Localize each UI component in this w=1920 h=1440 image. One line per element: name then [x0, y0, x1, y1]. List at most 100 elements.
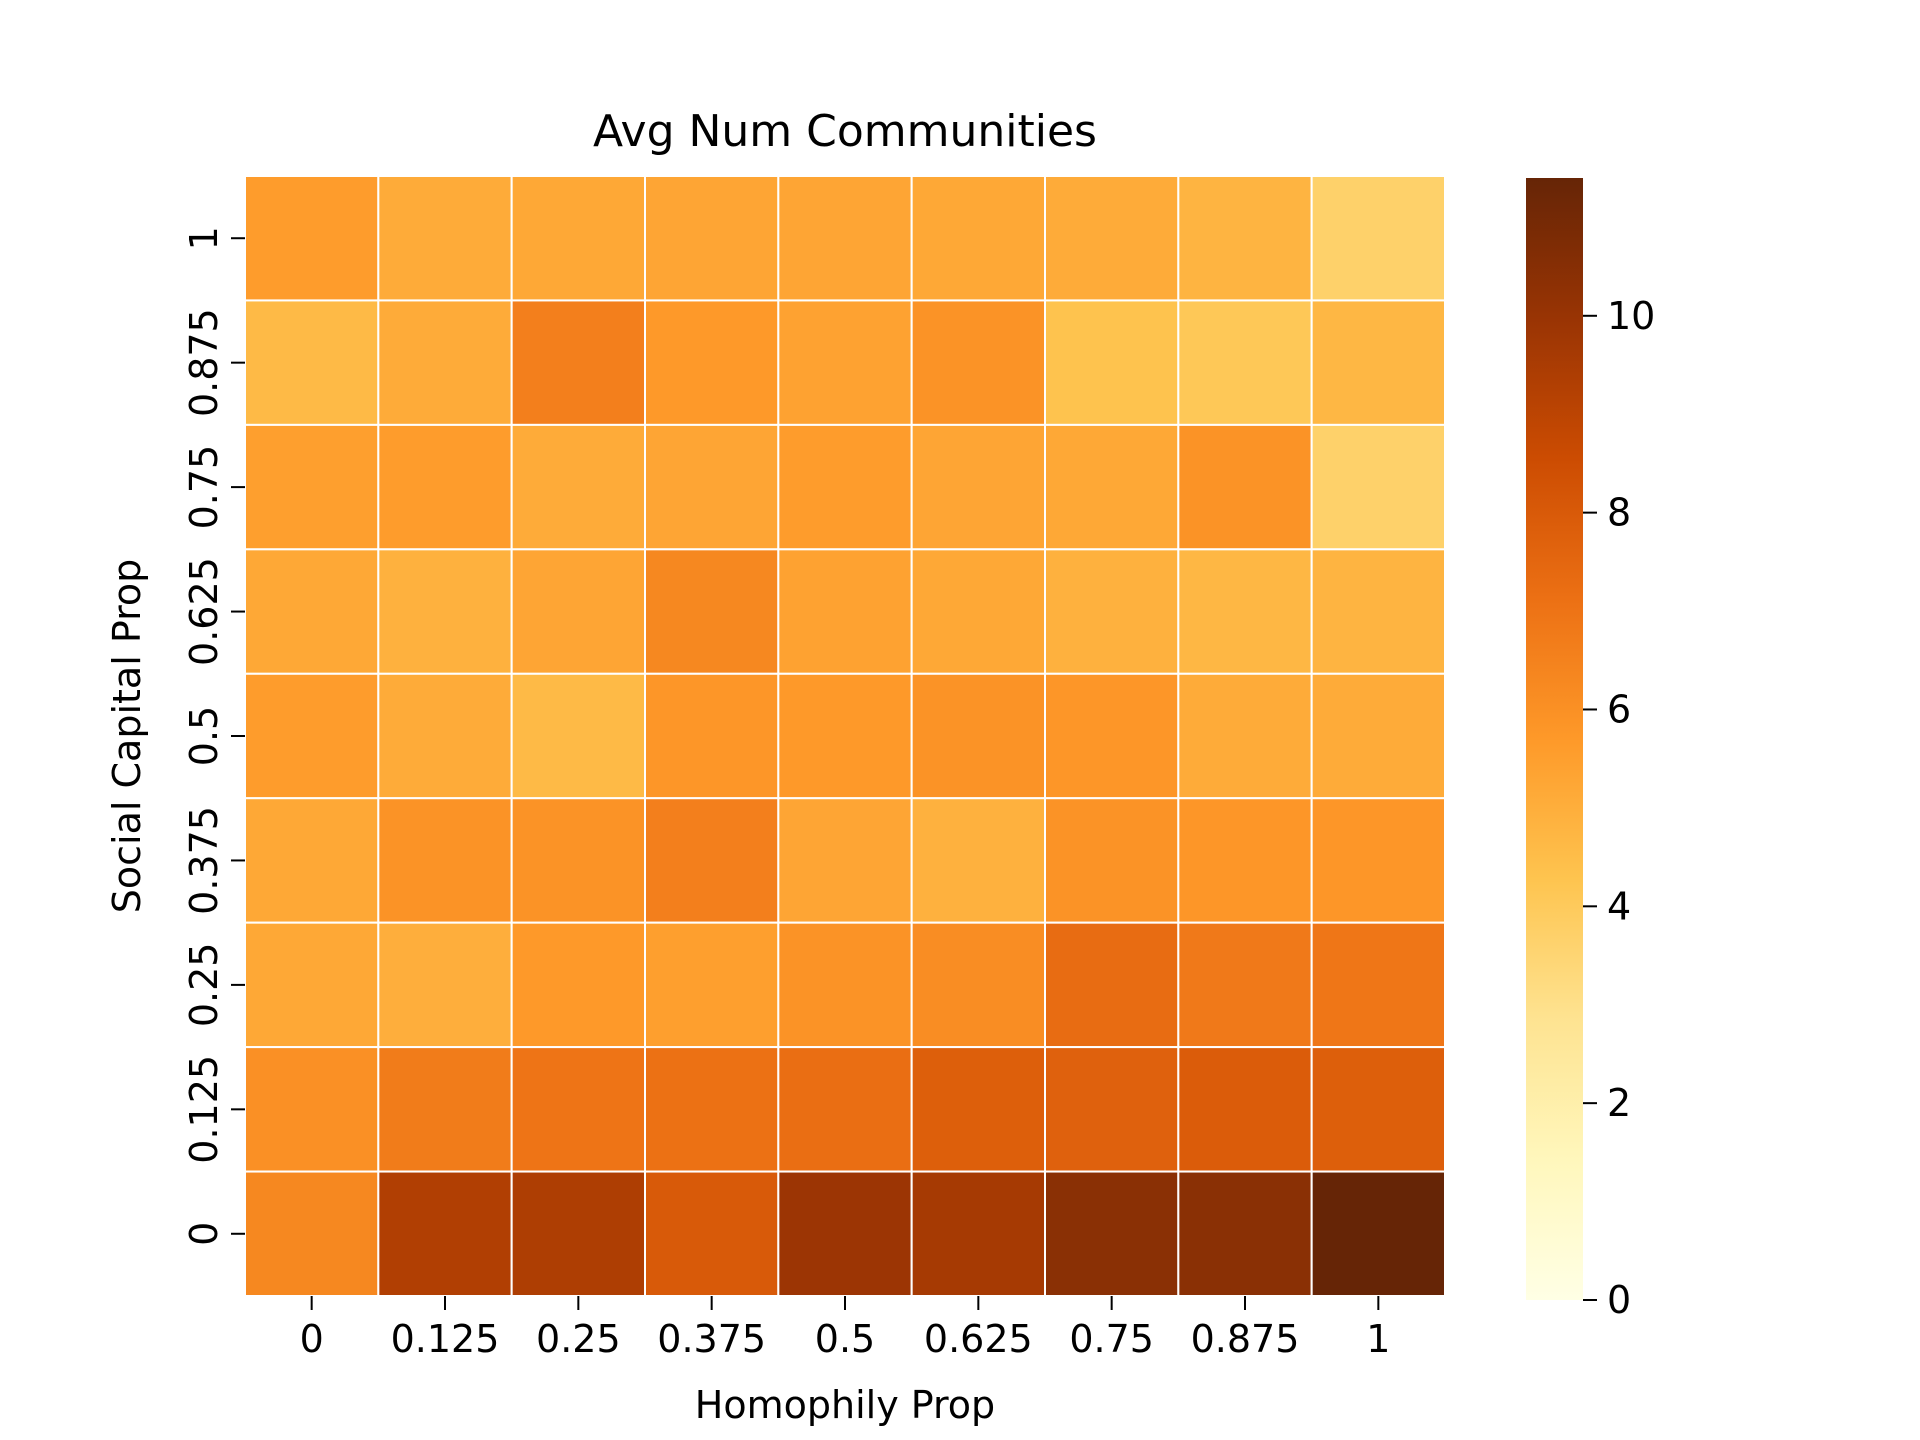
heatmap-cell	[1044, 672, 1180, 800]
heatmap-cell	[910, 797, 1047, 924]
x-axis-ticks: 0 0.125 0.25 0.375 0.5 0.625 0.75 0.875 1	[300, 1296, 1390, 1361]
colorbar-tick-label: 10	[1607, 294, 1655, 338]
colorbar-ticks: 0 2 4 6 8 10	[1583, 294, 1655, 1322]
heatmap-cell	[377, 921, 513, 1049]
heatmap-cell	[1310, 797, 1446, 924]
x-tick-label: 0.25	[536, 1317, 621, 1361]
heatmap-cell	[510, 299, 646, 426]
heatmap-cell	[510, 921, 646, 1049]
heatmap-cell	[644, 548, 780, 675]
x-tick-label: 0.375	[657, 1317, 766, 1361]
y-tick-label: 0.625	[182, 557, 226, 666]
heatmap-cell	[1177, 175, 1313, 302]
y-axis-label: Social Capital Prop	[105, 559, 149, 913]
heatmap-cell	[1044, 175, 1180, 302]
heatmap-cell	[1310, 299, 1446, 426]
heatmap-cell	[244, 175, 380, 302]
heatmap-cell	[377, 1170, 513, 1297]
y-tick-label: 0.5	[182, 706, 226, 766]
heatmap-cell	[644, 672, 780, 800]
x-tick-label: 0	[300, 1317, 324, 1361]
heatmap-cell	[377, 797, 513, 924]
heatmap-cell	[777, 1046, 913, 1173]
heatmap-cell	[1044, 299, 1180, 426]
heatmap-cell	[377, 672, 513, 800]
heatmap-cell	[1177, 921, 1313, 1049]
heatmap-cell	[510, 548, 646, 675]
colorbar-tick-label: 6	[1607, 687, 1631, 731]
heatmap-cell	[377, 299, 513, 426]
heatmap-cell	[777, 921, 913, 1049]
heatmap-cell	[777, 175, 913, 302]
heatmap-cell	[1177, 548, 1313, 675]
heatmap-cell	[910, 1046, 1047, 1173]
heatmap-cell	[1177, 672, 1313, 800]
colorbar-tick-label: 4	[1607, 884, 1631, 928]
heatmap-cell	[644, 921, 780, 1049]
heatmap-cell	[910, 548, 1047, 675]
heatmap-cell	[910, 1170, 1047, 1297]
y-tick-label: 0	[182, 1222, 226, 1246]
x-tick-label: 1	[1366, 1317, 1390, 1361]
heatmap-cell	[777, 672, 913, 800]
heatmap-cell	[777, 299, 913, 426]
heatmap-cell	[1044, 1046, 1180, 1173]
heatmap-cell	[377, 1046, 513, 1173]
heatmap-cell	[1310, 175, 1446, 302]
heatmap-cell	[1044, 548, 1180, 675]
y-tick-label: 0.125	[182, 1055, 226, 1164]
heatmap-cell	[777, 797, 913, 924]
heatmap-cell	[910, 672, 1047, 800]
x-tick-label: 0.875	[1191, 1317, 1300, 1361]
heatmap-cell	[1177, 1046, 1313, 1173]
heatmap-cell	[244, 921, 380, 1049]
y-axis-ticks: 1 0.875 0.75 0.625 0.5 0.375 0.25 0.125 0	[182, 226, 245, 1246]
y-tick-label: 0.25	[182, 943, 226, 1028]
heatmap-cell	[777, 1170, 913, 1297]
heatmap-cell	[777, 548, 913, 675]
heatmap-cell	[644, 797, 780, 924]
x-tick-label: 0.75	[1069, 1317, 1154, 1361]
heatmap-cell	[510, 1046, 646, 1173]
heatmap-cell	[244, 672, 380, 800]
heatmap-cell	[244, 423, 380, 551]
colorbar-tick-label: 2	[1607, 1081, 1631, 1125]
x-tick-label: 0.125	[391, 1317, 500, 1361]
heatmap-cell	[644, 1170, 780, 1297]
heatmap-cells	[244, 175, 1446, 1297]
heatmap-cell	[1310, 423, 1446, 551]
heatmap-cell	[910, 921, 1047, 1049]
heatmap-cell	[244, 1170, 380, 1297]
heatmap-cell	[1044, 1170, 1180, 1297]
heatmap-cell	[777, 423, 913, 551]
heatmap-cell	[1044, 921, 1180, 1049]
y-tick-label: 0.875	[182, 308, 226, 417]
heatmap-cell	[1310, 672, 1446, 800]
heatmap-cell	[1310, 1170, 1446, 1297]
heatmap-cell	[644, 423, 780, 551]
heatmap-cell	[510, 423, 646, 551]
y-tick-label: 0.375	[182, 806, 226, 915]
x-tick-label: 0.625	[924, 1317, 1033, 1361]
heatmap-cell	[244, 548, 380, 675]
heatmap-cell	[910, 299, 1047, 426]
heatmap-cell	[377, 175, 513, 302]
heatmap-cell	[244, 1046, 380, 1173]
heatmap-cell	[244, 299, 380, 426]
x-axis-label: Homophily Prop	[695, 1383, 995, 1427]
heatmap-cell	[510, 672, 646, 800]
heatmap-cell	[1177, 299, 1313, 426]
heatmap-cell	[377, 548, 513, 675]
heatmap-cell	[644, 175, 780, 302]
heatmap-cell	[1177, 423, 1313, 551]
heatmap-cell	[1310, 921, 1446, 1049]
heatmap-cell	[1310, 1046, 1446, 1173]
colorbar-tick-label: 8	[1607, 491, 1631, 535]
colorbar	[1526, 178, 1583, 1300]
heatmap-cell	[644, 1046, 780, 1173]
heatmap-cell	[1310, 548, 1446, 675]
heatmap-cell	[644, 299, 780, 426]
heatmap-cell	[910, 175, 1047, 302]
heatmap-cell	[377, 423, 513, 551]
